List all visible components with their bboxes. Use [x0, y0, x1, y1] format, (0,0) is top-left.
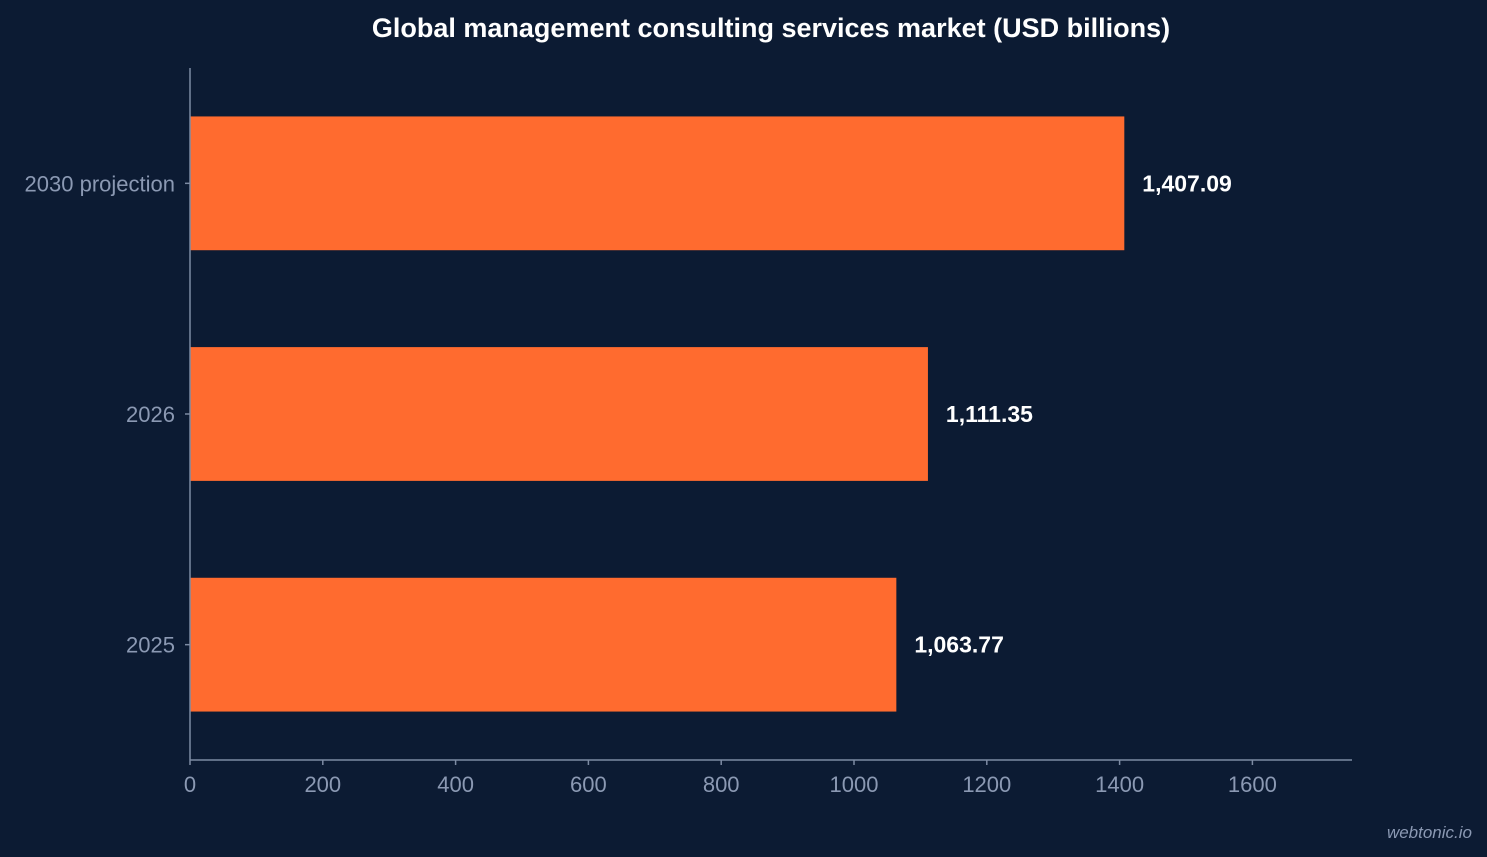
axes-layer: 2030 projection 2026 2025 0 200 400 600 800 1000…	[25, 68, 1352, 797]
data-label: 1,063.77	[914, 632, 1004, 658]
data-label: 1,407.09	[1142, 170, 1232, 196]
x-tick-label: 600	[570, 772, 607, 797]
x-tick-label: 1600	[1228, 772, 1277, 797]
data-label: 1,111.35	[946, 401, 1033, 427]
bar	[190, 577, 897, 712]
x-tick-label: 800	[703, 772, 740, 797]
x-tick-label: 1400	[1095, 772, 1144, 797]
x-tick-label: 1000	[830, 772, 879, 797]
bar	[190, 347, 928, 481]
chart-title: Global management consulting services ma…	[372, 13, 1170, 43]
y-tick-label: 2026	[126, 402, 175, 427]
bars-layer: 1,407.09 1,111.35 1,063.77	[190, 116, 1232, 712]
bar	[190, 116, 1125, 251]
x-tick-label: 0	[184, 772, 196, 797]
y-tick-label: 2025	[126, 633, 175, 658]
watermark: webtonic.io	[1386, 823, 1472, 842]
x-tick-label: 1200	[962, 772, 1011, 797]
y-tick-label: 2030 projection	[25, 171, 175, 196]
x-tick-label: 200	[304, 772, 341, 797]
x-tick-label: 400	[437, 772, 474, 797]
